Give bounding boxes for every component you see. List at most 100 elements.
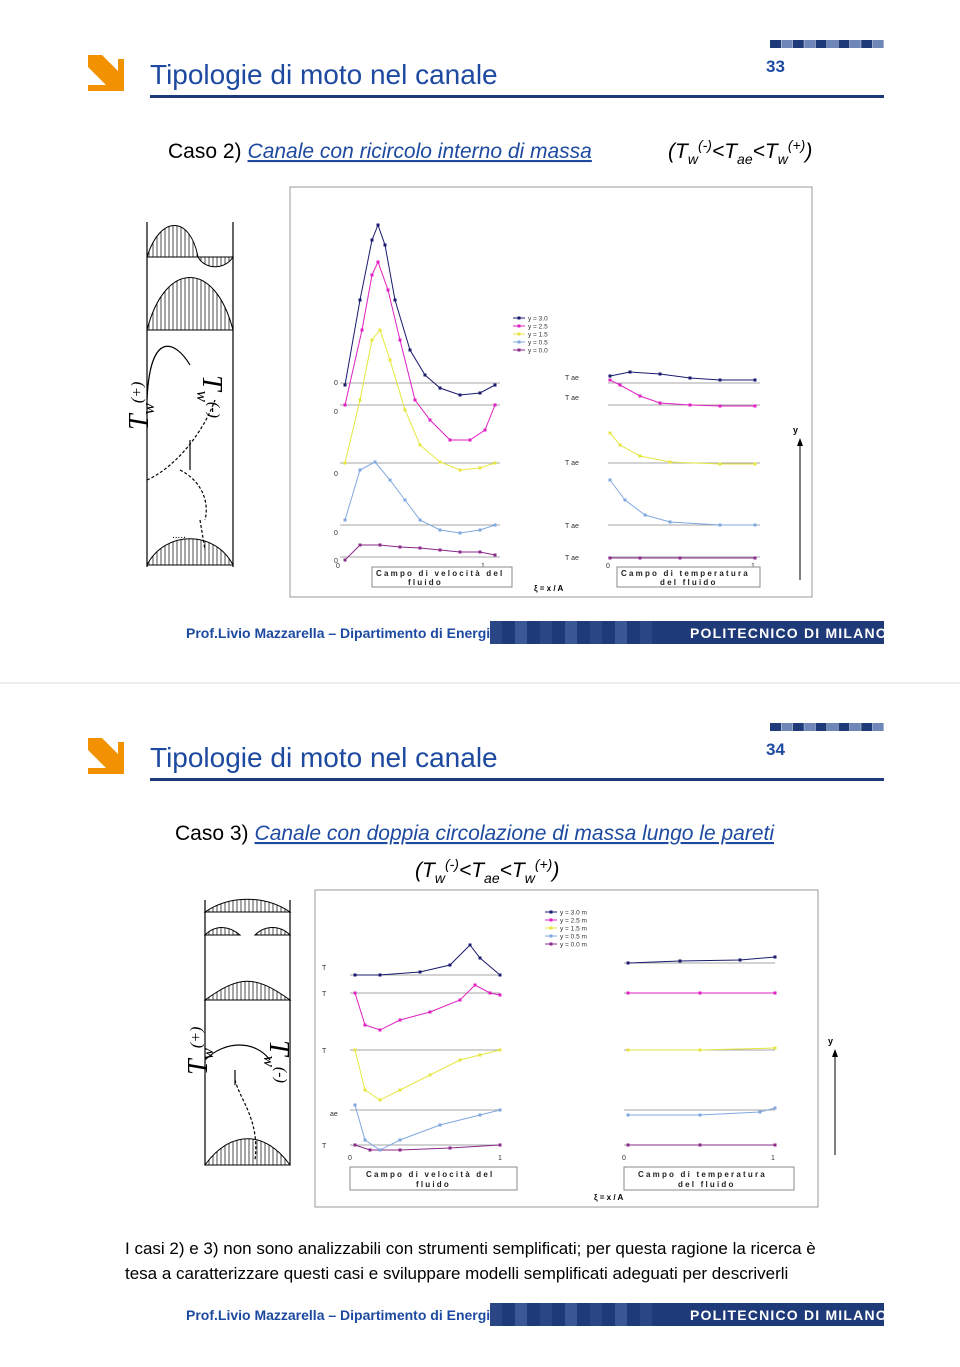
- slide-number: 34: [766, 740, 785, 759]
- caption-box: [616, 566, 761, 588]
- curve-marker: [608, 378, 612, 382]
- curve-marker: [378, 1098, 382, 1102]
- header-square: [827, 40, 838, 48]
- header-square: [849, 40, 861, 48]
- legend-label: y = 1.5: [528, 332, 548, 339]
- curve-marker: [626, 991, 630, 995]
- curve-marker: [378, 1028, 382, 1032]
- row-label: 0: [334, 380, 338, 387]
- curve-marker: [668, 460, 672, 464]
- row-label: T ae: [565, 523, 579, 530]
- curve-marker: [438, 1123, 442, 1127]
- curve-marker: [398, 1018, 402, 1022]
- case-line: Caso 3) Canale con doppia circolazione di…: [175, 822, 775, 845]
- curve-marker: [458, 393, 462, 397]
- curve-marker: [413, 398, 417, 402]
- curve-marker: [498, 1143, 502, 1147]
- curve-marker: [438, 548, 442, 552]
- footer-square: [540, 621, 552, 644]
- curve-marker: [353, 1048, 357, 1052]
- curve-marker: [718, 462, 722, 466]
- tick-label: 0: [336, 563, 340, 570]
- header-rule: [150, 778, 884, 781]
- footer-square: [640, 1303, 652, 1326]
- curve-marker: [753, 404, 757, 408]
- curve-marker: [698, 1048, 702, 1052]
- curve-marker: [393, 298, 397, 302]
- curve-marker: [718, 378, 722, 382]
- curve-marker: [403, 408, 407, 412]
- sketch-dots: .....: [172, 530, 186, 541]
- temperature-curve: [628, 1107, 776, 1116]
- caption-box: [623, 1166, 795, 1191]
- curve-marker: [493, 461, 497, 465]
- curve-marker: [718, 523, 722, 527]
- curve-marker: [678, 556, 682, 560]
- tick-label: 1: [771, 1155, 775, 1162]
- footer-square: [615, 1303, 627, 1326]
- curve-marker: [478, 466, 482, 470]
- label-part: (+): [129, 382, 146, 403]
- logo-base: [88, 85, 98, 91]
- legend-marker: [517, 332, 521, 336]
- caption: Campo di temperatura: [621, 569, 750, 578]
- curve-marker: [458, 468, 462, 472]
- curve-marker: [493, 553, 497, 557]
- curve-marker: [358, 543, 362, 547]
- condition-part: ae: [484, 870, 500, 886]
- curve-marker: [388, 358, 392, 362]
- footer-bar: [490, 1303, 884, 1326]
- curve-marker: [483, 428, 487, 432]
- curve-marker: [498, 1108, 502, 1112]
- curve-marker: [688, 403, 692, 407]
- curve-marker: [498, 993, 502, 997]
- y-label: y: [793, 425, 798, 435]
- reference-lines: [350, 962, 775, 1146]
- header-square: [804, 40, 816, 48]
- row-label: 0: [334, 558, 338, 565]
- label-part: w: [193, 391, 212, 403]
- velocity-curve: [354, 1104, 501, 1151]
- condition-part: w: [435, 870, 446, 886]
- footer-author: Prof.Livio Mazzarella – Dipartimento di …: [186, 625, 498, 641]
- curve-marker: [658, 372, 662, 376]
- condition: (Tw(-)<Tae<Tw(+)): [668, 137, 812, 167]
- curve-marker: [608, 374, 612, 378]
- caption-box: [371, 566, 513, 588]
- curve-marker: [478, 1053, 482, 1057]
- curve-marker: [626, 961, 630, 965]
- curve-marker: [478, 956, 482, 960]
- label-part: T: [124, 412, 155, 430]
- header-square: [872, 723, 884, 731]
- curve-marker: [608, 556, 612, 560]
- curve-marker: [638, 454, 642, 458]
- row-label: T: [322, 1048, 327, 1055]
- legend-marker: [549, 942, 553, 946]
- case-label: Caso 3): [175, 822, 249, 845]
- curve-marker: [398, 545, 402, 549]
- condition-part: ): [802, 140, 812, 163]
- case-text: Canale con ricircolo interno di massa: [248, 140, 592, 163]
- condition-part: w: [525, 870, 536, 886]
- case-label: Caso 2): [168, 140, 242, 163]
- xi-label: ξ = x / A: [534, 584, 564, 593]
- figure-frame: [289, 186, 813, 598]
- curve-marker: [618, 383, 622, 387]
- curve-marker: [638, 394, 642, 398]
- header-square: [770, 723, 781, 731]
- curve-marker: [473, 983, 477, 987]
- xi-label: ξ = x / A: [594, 1193, 624, 1202]
- temperature-curve: [609, 371, 755, 381]
- legend-marker: [549, 926, 553, 930]
- curve-marker: [378, 543, 382, 547]
- curve-marker: [753, 523, 757, 527]
- case-text: Canale con doppia circolazione di massa …: [255, 822, 776, 845]
- condition-part: (+): [535, 856, 553, 872]
- footer-square: [515, 1303, 527, 1326]
- curve-marker: [626, 1048, 630, 1052]
- curve-marker: [373, 460, 377, 464]
- header-square: [872, 40, 884, 48]
- curve-marker: [343, 461, 347, 465]
- channel-sketch: [203, 898, 292, 1166]
- legend-marker: [517, 324, 521, 328]
